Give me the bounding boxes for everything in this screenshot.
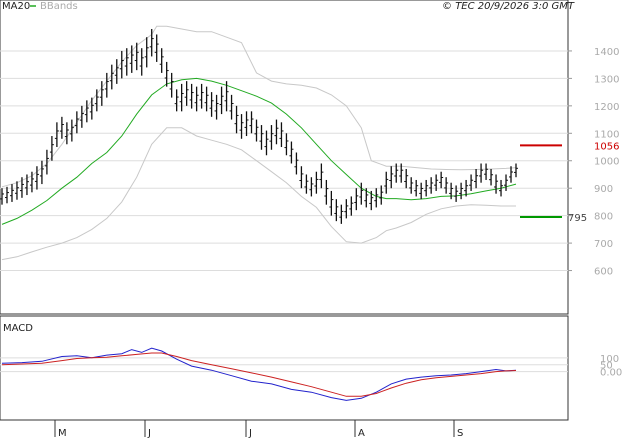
macd-series <box>1 347 517 401</box>
bband-lower-line <box>1 127 516 261</box>
macd-signal-line <box>1 352 517 397</box>
legend-ma20: MA20 <box>2 1 30 12</box>
ma20-line <box>1 77 517 225</box>
support-label: 795 <box>568 213 587 224</box>
month-label: A <box>358 428 365 439</box>
price-tick-label: 1300 <box>594 74 619 85</box>
copyright-text: © TEC 20/9/2026 3:0 GMT <box>442 1 575 12</box>
month-label: J <box>147 428 151 439</box>
price-tick-label: 1100 <box>594 129 619 140</box>
price-grid <box>0 50 568 272</box>
price-tick-label: 1400 <box>594 47 619 58</box>
macd-tick-label: 0.00 <box>600 368 622 379</box>
price-tick-label: 700 <box>594 239 613 250</box>
resistance-label: 1056 <box>594 141 619 152</box>
price-tick-label: 1000 <box>594 157 619 168</box>
macd-macd-line <box>1 347 517 401</box>
price-y-axis: 600 700 800 900 1000 1100 1200 1300 1400 <box>568 47 619 278</box>
price-tick-label: 600 <box>594 267 613 278</box>
price-tick-label: 900 <box>594 184 613 195</box>
month-label: S <box>457 428 463 439</box>
legend-bbands: BBands <box>40 1 78 12</box>
support-resistance-levels: 1056 795 <box>520 141 619 224</box>
macd-title: MACD <box>3 323 33 334</box>
month-label: J <box>248 428 252 439</box>
price-panel-frame <box>0 0 569 315</box>
macd-panel-frame <box>0 315 569 421</box>
price-tick-label: 1200 <box>594 102 619 113</box>
macd-tick-label: 50 <box>600 361 613 372</box>
macd-tick-label: 100 <box>600 354 619 365</box>
month-label: M <box>58 428 67 439</box>
price-tick-label: 800 <box>594 212 613 223</box>
price-candles <box>0 28 518 224</box>
